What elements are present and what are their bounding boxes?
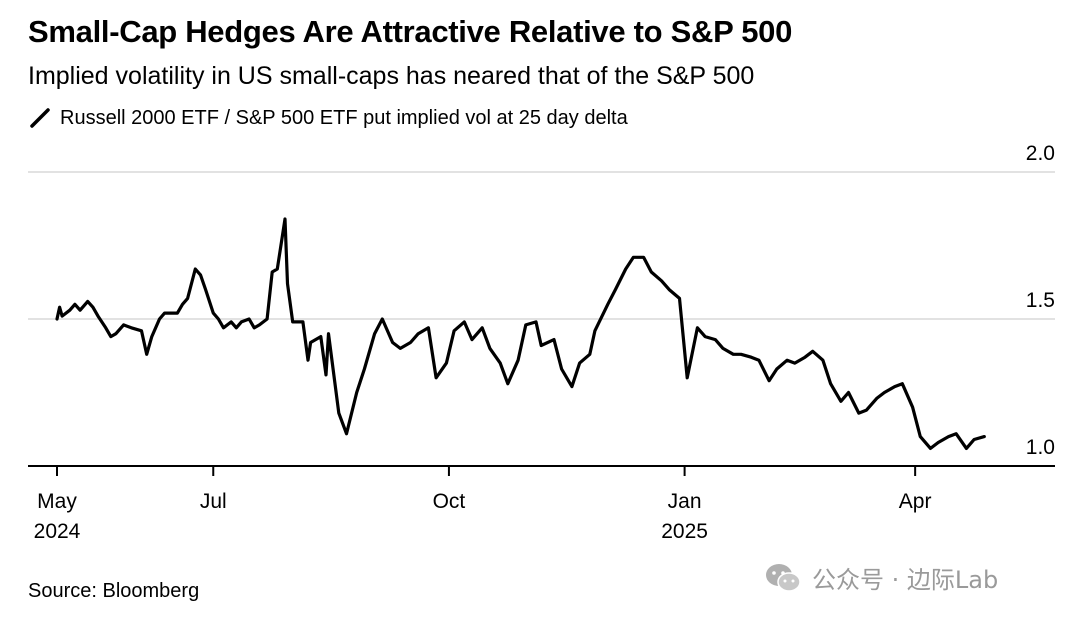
x-axis-labels: May 2024 Jul Oct Jan 2025 Apr xyxy=(34,490,932,543)
x-tick-year-label: 2024 xyxy=(34,520,81,543)
grid xyxy=(28,171,1055,320)
y-tick-label: 1.0 xyxy=(1026,436,1055,459)
legend: Russell 2000 ETF / S&P 500 ETF put impli… xyxy=(28,106,628,130)
x-tick-label: Apr xyxy=(899,490,932,513)
y-tick-label: 2.0 xyxy=(1026,142,1055,165)
x-tick-label: May xyxy=(37,490,77,513)
x-tick-label: Oct xyxy=(433,490,466,513)
chart-title: Small-Cap Hedges Are Attractive Relative… xyxy=(28,14,793,49)
legend-entry: Russell 2000 ETF / S&P 500 ETF put impli… xyxy=(60,106,628,129)
wechat-icon xyxy=(766,563,801,592)
x-axis xyxy=(28,465,1055,476)
y-tick-label: 1.5 xyxy=(1026,289,1055,312)
series xyxy=(55,217,986,450)
watermark-text: 公众号 · 边际Lab xyxy=(812,566,999,594)
x-tick-label: Jan xyxy=(668,490,702,513)
x-tick-year-label: 2025 xyxy=(661,520,708,543)
series-line xyxy=(55,217,986,450)
x-tick-label: Jul xyxy=(200,490,227,513)
watermark: 公众号 · 边际Lab xyxy=(764,560,998,595)
source-note: Source: Bloomberg xyxy=(28,580,200,602)
legend-line-icon xyxy=(30,108,50,128)
chart-subtitle: Implied volatility in US small-caps has … xyxy=(28,62,755,90)
y-axis: 2.0 1.5 1.0 xyxy=(1026,142,1055,459)
